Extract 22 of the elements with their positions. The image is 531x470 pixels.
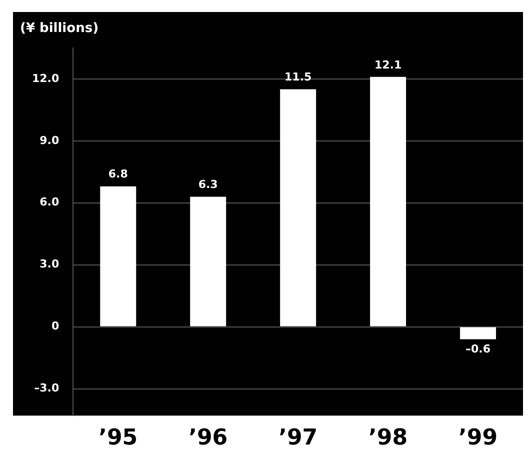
y-tick-label: –3.0 xyxy=(34,382,60,395)
bar xyxy=(190,196,226,326)
y-tick-label: 3.0 xyxy=(40,258,60,271)
data-label: –0.6 xyxy=(466,342,491,356)
data-label: 6.3 xyxy=(198,178,218,192)
x-tick-label: ’96 xyxy=(188,426,228,451)
bar xyxy=(370,76,406,326)
x-tick-label: ’97 xyxy=(278,426,318,451)
data-label: 6.8 xyxy=(108,168,128,181)
bar xyxy=(100,186,136,326)
x-tick-label: ’99 xyxy=(458,426,498,451)
data-label: 11.5 xyxy=(284,70,312,84)
data-label: 12.1 xyxy=(374,58,402,72)
bar xyxy=(460,327,496,340)
bar xyxy=(280,89,316,326)
y-tick-label: 9.0 xyxy=(40,134,60,147)
x-tick-label: ’98 xyxy=(368,426,408,451)
y-tick-label: 0 xyxy=(51,320,60,333)
y-tick-label: 6.0 xyxy=(40,196,60,209)
y-axis-title: (¥ billions) xyxy=(20,20,99,36)
y-tick-label: 12.0 xyxy=(32,72,60,85)
x-tick-label: ’95 xyxy=(98,426,138,451)
